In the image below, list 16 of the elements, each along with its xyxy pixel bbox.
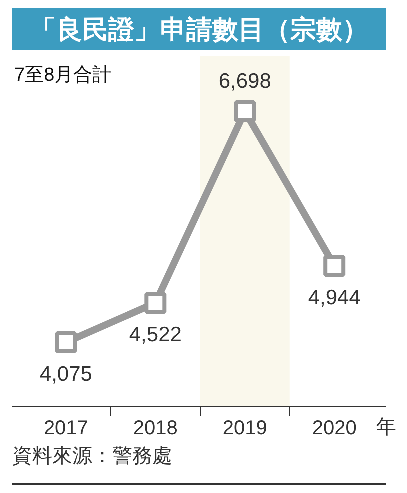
chart-title: 「良民證」申請數目（宗數） — [30, 14, 368, 44]
x-tick-label: 2018 — [133, 418, 178, 440]
point — [55, 332, 78, 354]
data-label: 4,522 — [129, 324, 182, 347]
source-note: 資料來源：警務處 — [12, 446, 172, 468]
point — [234, 100, 256, 122]
x-tick-label: 2020 — [312, 418, 357, 440]
x-tick-label: 2017 — [44, 418, 88, 440]
data-label: 4,075 — [40, 363, 92, 386]
x-tick-label: 2019 — [222, 418, 268, 440]
data-label: 6,698 — [218, 70, 272, 93]
point — [324, 254, 346, 277]
data-label: 4,944 — [308, 286, 362, 310]
point — [144, 292, 167, 314]
x-axis-title: 年 — [376, 416, 396, 438]
chart-subtitle: 7至8月合計 — [14, 65, 112, 86]
